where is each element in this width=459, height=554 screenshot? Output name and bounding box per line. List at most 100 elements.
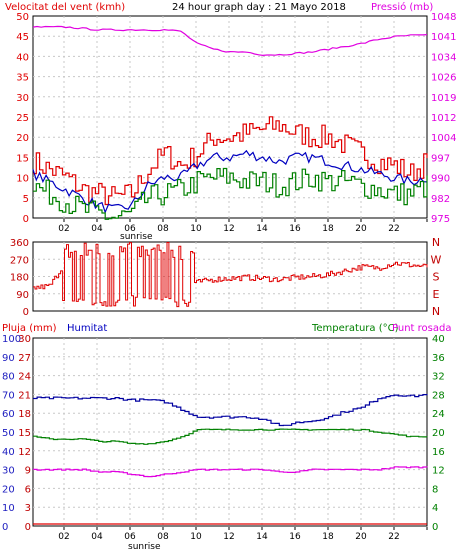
wind-speed-tick: 0: [23, 214, 29, 225]
direction-compass-tick: W: [431, 253, 442, 266]
wind_min-line: [33, 167, 428, 220]
hour-tick-label: 16: [289, 224, 301, 234]
humidity-tick: 60: [2, 409, 15, 420]
wind_avg-line: [32, 149, 428, 214]
direction-degree-tick: 0: [23, 307, 29, 318]
humidity-tick: 40: [2, 447, 15, 458]
rain-tick: 24: [18, 372, 31, 383]
hour-tick-label: 12: [223, 224, 234, 234]
pressure-tick: 1012: [431, 113, 456, 124]
hour-tick-label: 18: [322, 224, 334, 234]
wind-direction-series: [33, 242, 428, 308]
hour-tick-label: 16: [289, 532, 301, 542]
pressure-tick: 982: [431, 194, 450, 205]
humidity-tick: 10: [2, 503, 15, 514]
wind-pressure-panel: Velocitat del vent (kmh) 24 hour graph d…: [5, 1, 456, 242]
rain-tick: 0: [25, 522, 31, 533]
wind-speed-tick: 40: [16, 52, 29, 63]
hour-tick-label: 12: [223, 532, 234, 542]
hour-tick-label: 18: [322, 532, 334, 542]
rain-tick: 21: [18, 390, 31, 401]
direction-degree-tick: 360: [10, 238, 29, 249]
hour-tick-label: 06: [124, 224, 136, 234]
temperature-humidity-grid: [33, 338, 427, 526]
wind-speed-tick: 10: [16, 174, 29, 185]
hour-tick-label: 04: [91, 224, 103, 234]
wind-speed-tick: 45: [16, 32, 29, 43]
hour-tick-label: 22: [388, 532, 399, 542]
temperature-tick: 32: [432, 372, 445, 383]
panel1-sunrise-label: sunrise: [120, 232, 153, 242]
hour-tick-label: 08: [157, 224, 169, 234]
hour-tick-label: 22: [388, 224, 399, 234]
hour-tick-label: 20: [355, 224, 367, 234]
humidity-tick: 0: [2, 522, 8, 533]
temperature-tick: 28: [432, 390, 445, 401]
wind-speed-tick: 30: [16, 93, 29, 104]
pressure-line: [32, 25, 428, 57]
wind-speed-axis-label: Velocitat del vent (kmh): [5, 2, 125, 13]
pressure-tick: 997: [431, 153, 450, 164]
humidity-tick: 20: [2, 484, 15, 495]
wind-speed-tick: 50: [16, 12, 29, 23]
pressure-tick: 1019: [431, 93, 456, 104]
wind_max-line: [33, 116, 428, 206]
hour-tick-label: 14: [256, 224, 268, 234]
panel3-sunrise-label: sunrise: [128, 542, 161, 552]
rain-tick: 27: [18, 353, 31, 364]
temperature-tick: 0: [432, 522, 438, 533]
rain-tick: 12: [18, 447, 31, 458]
hour-tick-label: 10: [190, 224, 202, 234]
direction-degree-tick: 180: [10, 273, 29, 284]
temperature-tick: 40: [432, 334, 445, 345]
pressure-tick: 975: [431, 214, 450, 225]
pressure-tick: 1041: [431, 32, 456, 43]
pressure-tick: 1004: [431, 133, 456, 144]
rain-tick: 9: [25, 466, 31, 477]
wind-speed-tick: 20: [16, 133, 29, 144]
rain-tick: 15: [18, 428, 31, 439]
direction-degree-tick: 90: [16, 290, 29, 301]
pressure-tick: 1048: [431, 12, 456, 23]
temperature-humidity-panel: Pluja (mm) Humitat Temperatura (°C) Punt…: [2, 323, 451, 552]
temperature-humidity-series: [33, 394, 428, 525]
wind-direction-grid: [33, 242, 427, 311]
pressure-axis-label: Pressió (mb): [371, 1, 433, 13]
rain-tick: 30: [18, 334, 31, 345]
temperature-tick: 24: [432, 409, 445, 420]
pressure-tick-labels: 975 982 990 997 1004 1012 1019 1026 1034 1041 1048: [431, 12, 456, 225]
pressure-tick: 1034: [431, 52, 456, 63]
direction-compass-tick: N: [432, 236, 440, 249]
humidity-tick: 30: [2, 466, 15, 477]
rain-tick: 6: [25, 484, 31, 495]
panel1-title: 24 hour graph day : 21 Mayo 2018: [172, 2, 346, 13]
wind-speed-tick-labels: 0 5 10 15 20 25 30 35 40 45 50: [16, 12, 29, 225]
direction-compass-tick: E: [433, 288, 440, 301]
temperature-line: [33, 428, 428, 445]
humidity-tick: 70: [2, 390, 15, 401]
hour-tick-label: 02: [58, 224, 69, 234]
rain-axis-label: Pluja (mm): [2, 323, 57, 334]
hour-tick-label: 20: [355, 532, 367, 542]
humidity-tick: 80: [2, 372, 15, 383]
temperature-tick: 36: [432, 353, 445, 364]
wind-pressure-grid: [33, 16, 427, 218]
humidity-tick: 100: [2, 334, 21, 345]
hour-tick-label: 04: [91, 532, 103, 542]
pressure-tick: 990: [431, 174, 450, 185]
rain-tick: 18: [18, 409, 31, 420]
hour-tick-label: 02: [58, 532, 69, 542]
wind-speed-tick: 15: [16, 153, 29, 164]
direction-degree-tick: 270: [10, 255, 29, 266]
wind-pressure-series: [32, 25, 428, 220]
humidity-tick: 90: [2, 353, 15, 364]
pressure-tick: 1026: [431, 73, 456, 84]
direction-compass-tick: N: [432, 305, 440, 318]
hour-tick-label: 08: [157, 532, 169, 542]
temperature-tick-labels: 0 4 8 12 16 20 24 28 32 36 40: [432, 334, 445, 533]
temperature-tick: 8: [432, 484, 438, 495]
hour-tick-label: 06: [124, 532, 136, 542]
